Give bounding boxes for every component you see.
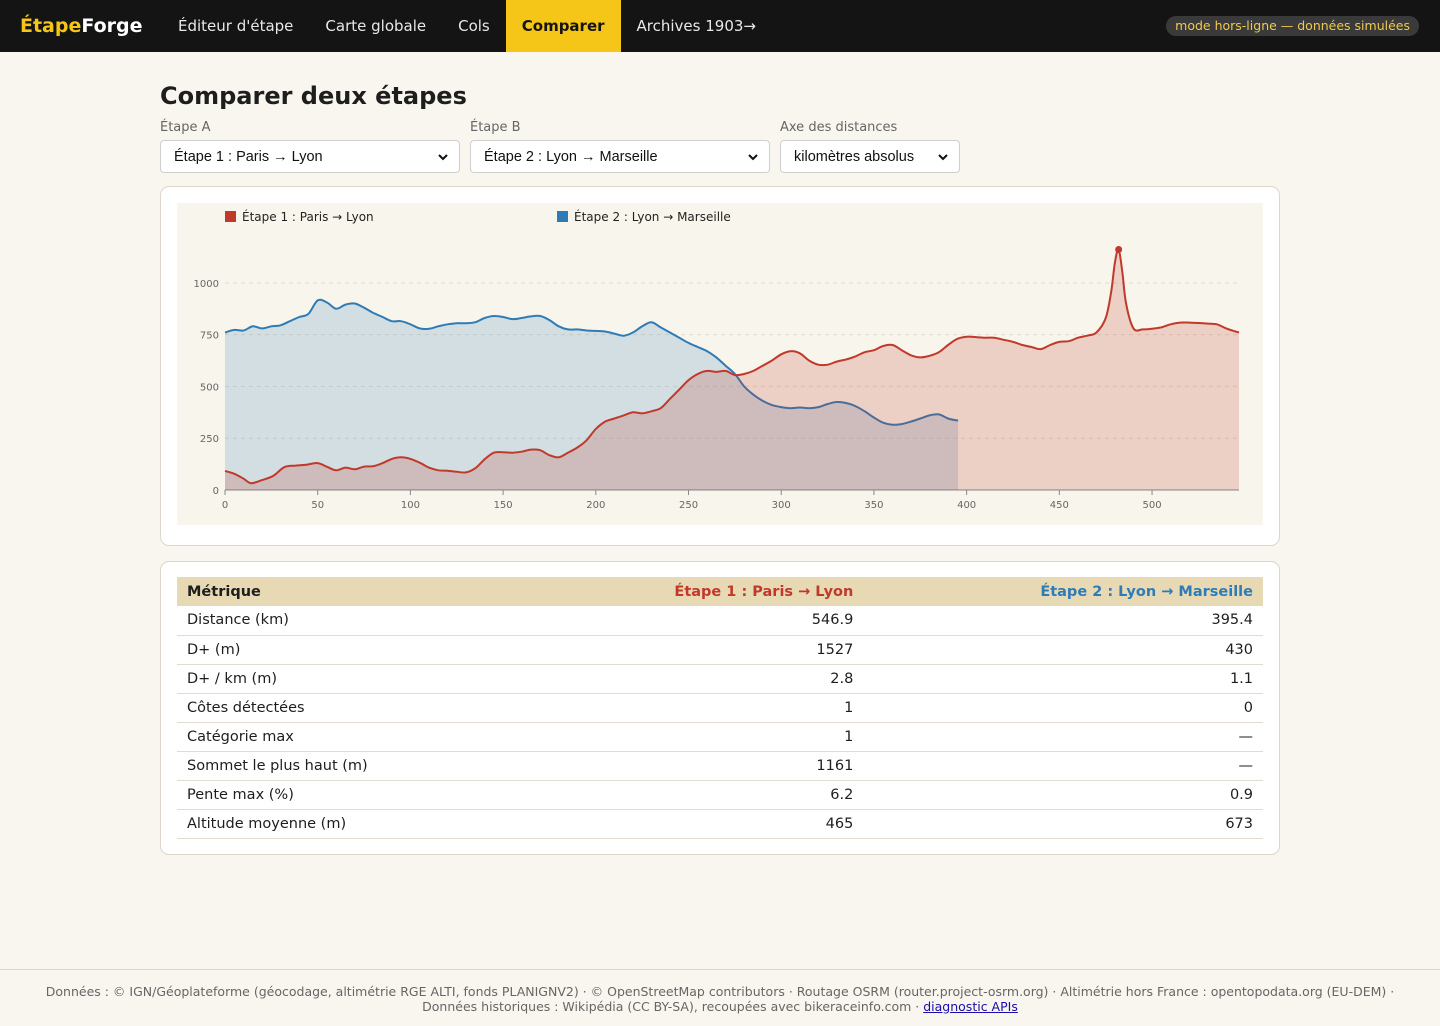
metric-name: D+ / km (m): [177, 664, 522, 694]
diagnostic-apis-link[interactable]: diagnostic APIs: [923, 999, 1018, 1014]
distance-axis-label: Axe des distances: [780, 120, 898, 135]
table-row: Altitude moyenne (m) 465 673: [177, 809, 1263, 839]
stage-a-value: 1: [521, 722, 864, 752]
legend-swatch-series-b: [557, 211, 568, 222]
stage-b-value: 1.1: [863, 664, 1263, 694]
stage-b-value: 673: [863, 809, 1263, 839]
stage-b-label: Étape B: [470, 120, 521, 135]
y-tick-label: 500: [200, 382, 219, 393]
metrics-header-row: Métrique Étape 1 : Paris → Lyon Étape 2 …: [177, 577, 1263, 606]
metric-name: Altitude moyenne (m): [177, 809, 522, 839]
nav-item-archives[interactable]: Archives 1903→: [636, 17, 756, 35]
metric-name: Catégorie max: [177, 722, 522, 752]
x-tick-label: 500: [1142, 500, 1161, 511]
x-tick-label: 400: [957, 500, 976, 511]
stage-a-value: 1527: [521, 635, 864, 665]
y-tick-label: 1000: [194, 279, 219, 290]
table-row: Côtes détectées 1 0: [177, 693, 1263, 723]
table-row: D+ / km (m) 2.8 1.1: [177, 664, 1263, 694]
metric-name: Côtes détectées: [177, 693, 522, 723]
legend-label-series-a: Étape 1 : Paris → Lyon: [242, 209, 374, 224]
stage-b-value: 0.9: [863, 780, 1263, 810]
footer-text: Données : © IGN/Géoplateforme (géocodage…: [45, 984, 1395, 1014]
elevation-chart-area: 0 250 500 750 1000 0 50 100 150 200 250 300 350 400 45…: [177, 203, 1263, 525]
stage-b-select[interactable]: Étape 2 : Lyon → Marseille: [470, 140, 770, 173]
stage-a-value: 1161: [521, 751, 864, 781]
chevron-down-icon: [438, 153, 448, 160]
offline-status-badge: mode hors-ligne — données simulées: [1166, 16, 1419, 36]
x-tick-label: 300: [772, 500, 791, 511]
stage-b-value: 430: [863, 635, 1263, 665]
metric-name: Distance (km): [177, 606, 522, 636]
nav-links: Éditeur d'étape Carte globale Cols Compa…: [162, 0, 772, 52]
metric-name: Sommet le plus haut (m): [177, 751, 522, 781]
nav-item-comparer[interactable]: Comparer: [505, 0, 621, 52]
header-stage-b: Étape 2 : Lyon → Marseille: [863, 577, 1263, 606]
nav-item-cols[interactable]: Cols: [458, 17, 490, 35]
metrics-table-card: Métrique Étape 1 : Paris → Lyon Étape 2 …: [160, 561, 1280, 855]
chevron-down-icon: [938, 153, 948, 160]
table-row: D+ (m) 1527 430: [177, 635, 1263, 665]
x-tick-label: 100: [401, 500, 420, 511]
series-a-area: [225, 249, 1239, 490]
series-b-line: [224, 298, 959, 426]
stage-a-value: 2.8: [521, 664, 864, 694]
metric-name: Pente max (%): [177, 780, 522, 810]
distance-axis-value: kilomètres absolus: [794, 148, 915, 165]
stage-a-value: Étape 1 : Paris → Lyon: [174, 148, 323, 165]
metric-name: D+ (m): [177, 635, 522, 665]
x-tick-label: 250: [679, 500, 698, 511]
table-row: Catégorie max 1—: [177, 722, 1263, 752]
stage-a-field: Étape A Étape 1 : Paris → Lyon: [160, 120, 460, 173]
brand-logo[interactable]: Étape Forge: [0, 0, 162, 52]
table-row: Pente max (%) 6.2 0.9: [177, 780, 1263, 810]
stage-a-value: 6.2: [521, 780, 864, 810]
stage-a-value: 546.9: [521, 606, 864, 636]
top-navbar: Étape Forge Éditeur d'étape Carte globale…: [0, 0, 1440, 52]
x-tick-label: 0: [222, 500, 228, 511]
y-tick-label: 0: [213, 486, 219, 497]
x-tick-label: 350: [864, 500, 883, 511]
brand-part1: Étape: [20, 15, 82, 37]
y-tick-label: 750: [200, 331, 219, 342]
distance-axis-field: Axe des distances kilomètres absolus: [780, 120, 960, 173]
elevation-chart-card: 0 250 500 750 1000 0 50 100 150 200 250 300 350 400 45…: [160, 186, 1280, 546]
series-a-line: [224, 248, 1240, 485]
nav-item-carte-globale[interactable]: Carte globale: [325, 17, 427, 35]
stage-a-select[interactable]: Étape 1 : Paris → Lyon: [160, 140, 460, 173]
stage-b-value: —: [863, 722, 1263, 752]
stage-a-value: 465: [521, 809, 864, 839]
metrics-table: Métrique Étape 1 : Paris → Lyon Étape 2 …: [177, 577, 1263, 839]
stage-b-value: —: [863, 751, 1263, 781]
stage-a-label: Étape A: [160, 120, 211, 135]
series-b-area: [225, 299, 959, 490]
stage-b-value: 395.4: [863, 606, 1263, 636]
x-tick-label: 150: [494, 500, 513, 511]
elevation-chart[interactable]: 0 250 500 750 1000 0 50 100 150 200 250 300 350 400 45…: [177, 203, 1263, 525]
table-row: Distance (km) 546.9 395.4: [177, 606, 1263, 636]
header-metric: Métrique: [177, 577, 522, 606]
table-row: Sommet le plus haut (m) 1161—: [177, 751, 1263, 781]
brand-part2: Forge: [81, 15, 143, 37]
page-title: Comparer deux étapes: [160, 82, 467, 110]
x-tick-label: 50: [311, 500, 324, 511]
header-stage-a: Étape 1 : Paris → Lyon: [521, 577, 864, 606]
x-tick-label: 200: [586, 500, 605, 511]
legend-swatch-series-a: [225, 211, 236, 222]
y-tick-label: 250: [200, 434, 219, 445]
distance-axis-select[interactable]: kilomètres absolus: [780, 140, 960, 173]
stage-b-value: 0: [863, 693, 1263, 723]
x-tick-label: 450: [1050, 500, 1069, 511]
chevron-down-icon: [748, 153, 758, 160]
stage-a-value: 1: [521, 693, 864, 723]
nav-item-editeur[interactable]: Éditeur d'étape: [178, 17, 294, 35]
stage-b-value: Étape 2 : Lyon → Marseille: [484, 148, 658, 165]
stage-b-field: Étape B Étape 2 : Lyon → Marseille: [470, 120, 770, 173]
footer-credits: Données : © IGN/Géoplateforme (géocodage…: [0, 969, 1440, 1026]
summit-marker: [1115, 245, 1123, 253]
legend-label-series-b: Étape 2 : Lyon → Marseille: [574, 209, 731, 224]
